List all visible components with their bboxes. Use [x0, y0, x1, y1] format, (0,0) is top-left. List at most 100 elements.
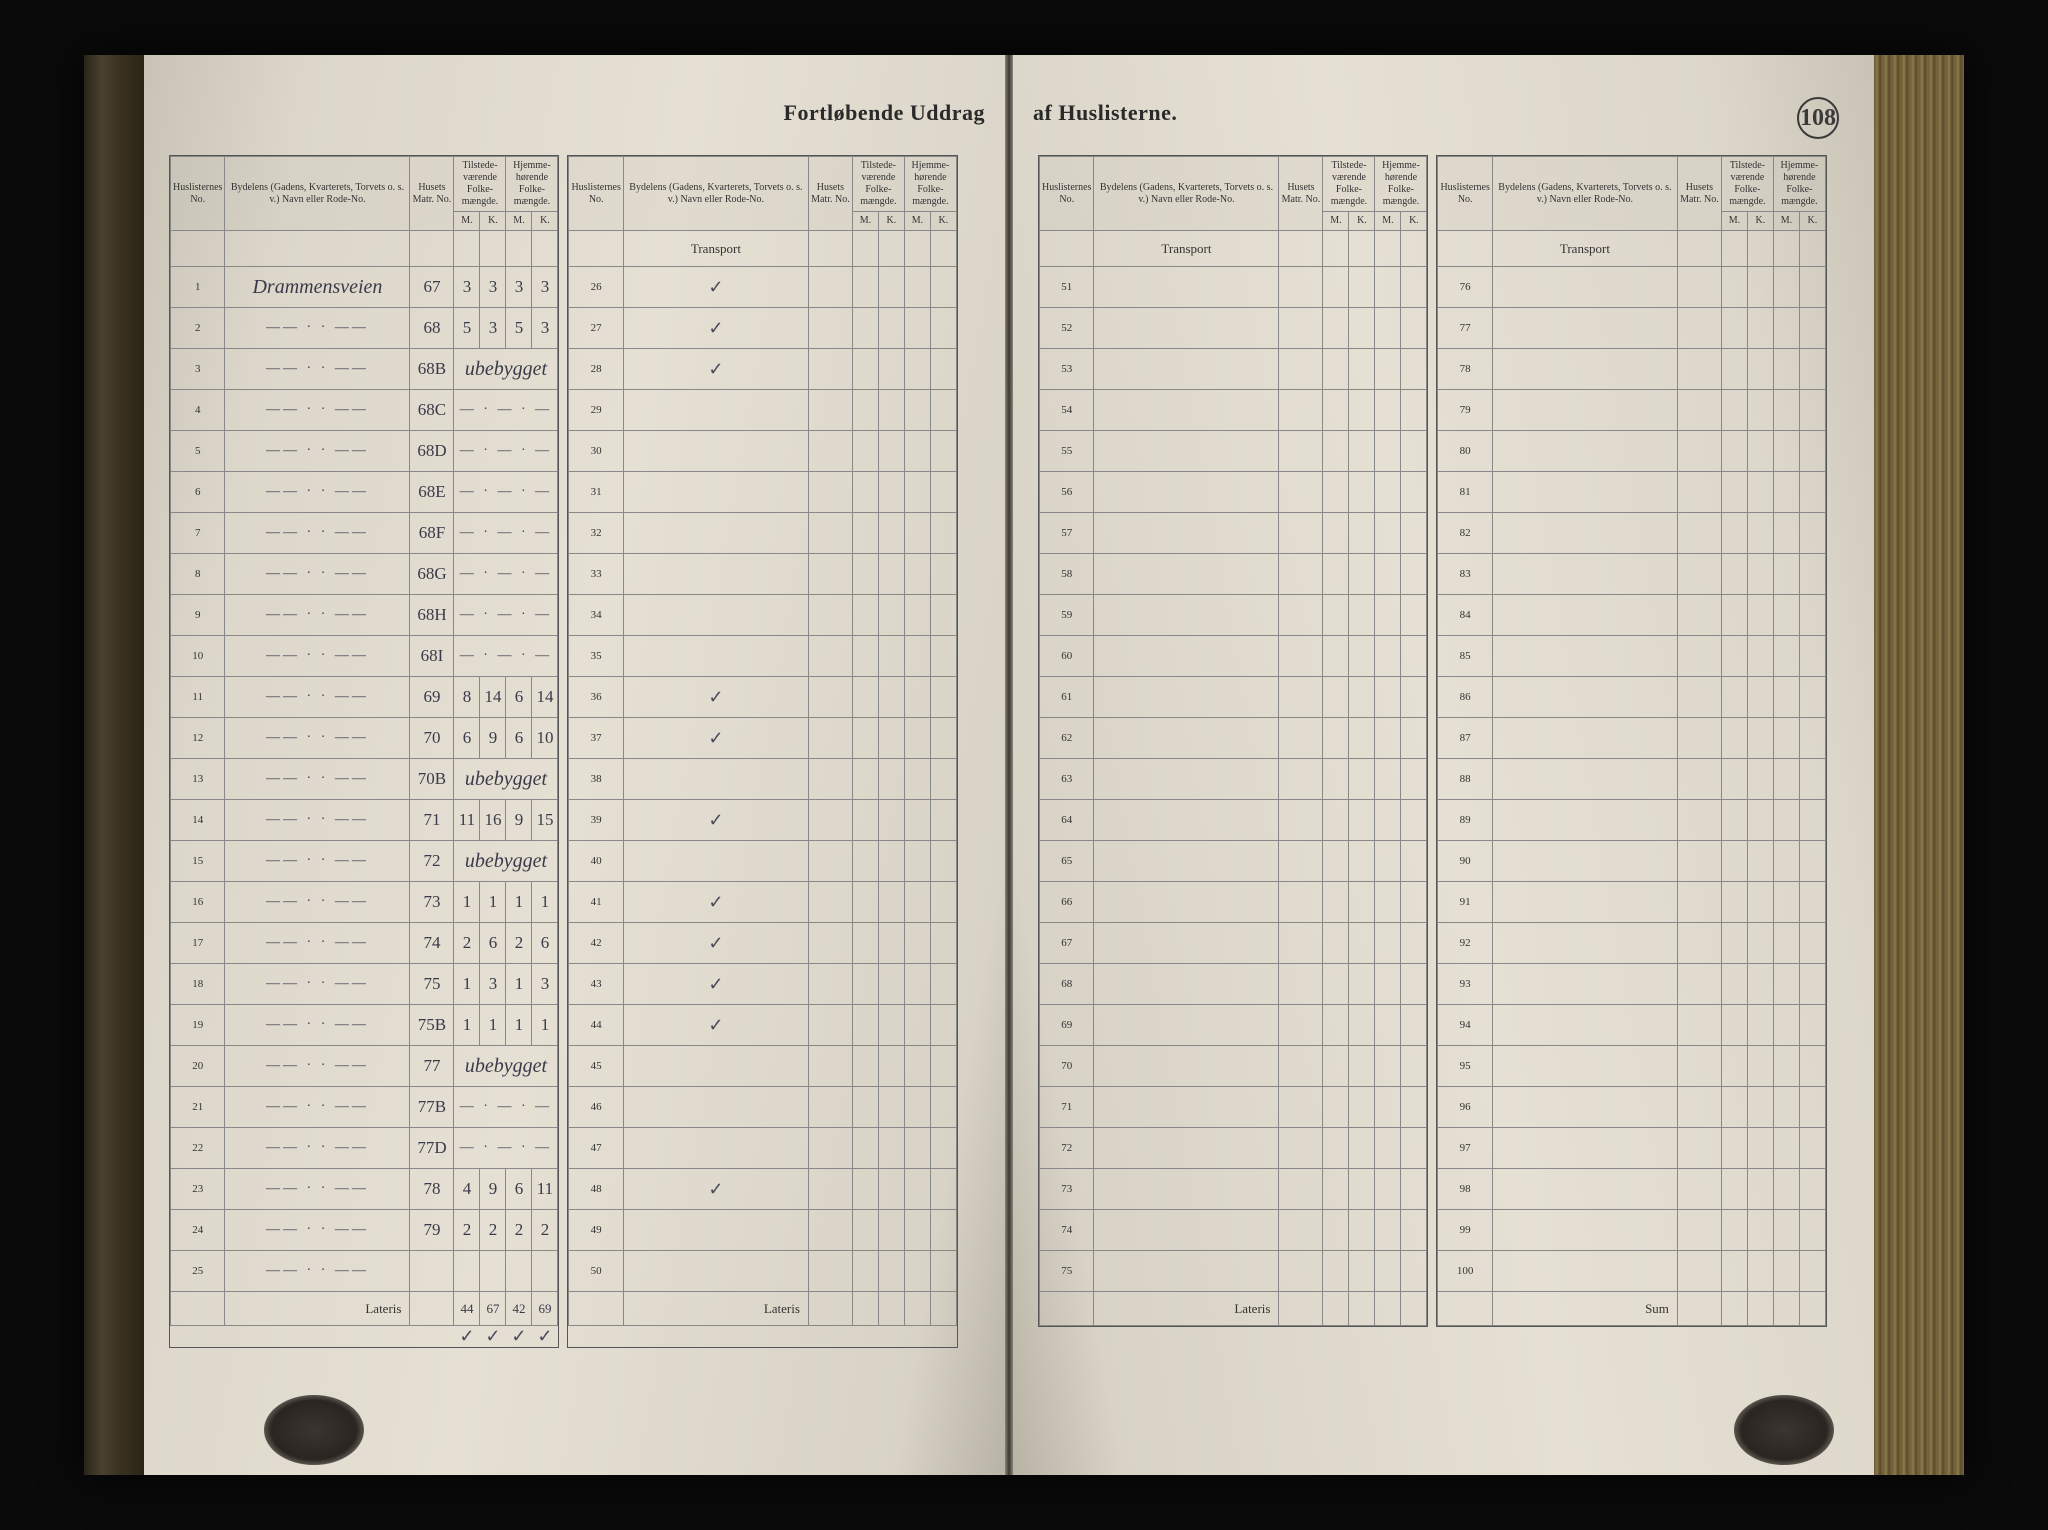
- cell-no: 79: [1438, 390, 1492, 431]
- cell-name: —— · · ——: [225, 636, 410, 677]
- cell: [1799, 513, 1825, 554]
- cell-name: [623, 1210, 808, 1251]
- cell-tm: 4: [454, 1169, 480, 1210]
- lateris-row: Lateris 44 67 42 69: [171, 1292, 558, 1326]
- cell-name: —— · · ——: [225, 1128, 410, 1169]
- table-row: 64: [1040, 800, 1427, 841]
- cell-dashes: — · — · —: [454, 390, 558, 431]
- table-row: 59: [1040, 595, 1427, 636]
- cell: [1721, 513, 1747, 554]
- cell-tm: 2: [454, 1210, 480, 1251]
- cell-name: [1094, 595, 1279, 636]
- cell: [878, 718, 904, 759]
- cell-no: 86: [1438, 677, 1492, 718]
- cell-name: [1094, 1210, 1279, 1251]
- table-row: 19—— · · ——75B1111: [171, 1005, 558, 1046]
- page-title-left: Fortløbende Uddrag: [124, 100, 985, 126]
- cell: [852, 1046, 878, 1087]
- cell-name: [1492, 759, 1677, 800]
- cell: [930, 390, 956, 431]
- cell: [852, 1128, 878, 1169]
- cell-no: 58: [1040, 554, 1094, 595]
- cell-no: 35: [569, 636, 623, 677]
- cell-name: [1094, 513, 1279, 554]
- cell-name: —— · · ——: [225, 677, 410, 718]
- cell: [1401, 472, 1427, 513]
- cell: [852, 1251, 878, 1292]
- cell-matr: [1279, 472, 1323, 513]
- cell: [1323, 472, 1349, 513]
- cell-matr: [808, 882, 852, 923]
- cell: [878, 513, 904, 554]
- cell-matr: [808, 1005, 852, 1046]
- cell-matr: [1677, 1128, 1721, 1169]
- cell-hm: 1: [506, 1005, 532, 1046]
- cell: [904, 964, 930, 1005]
- table-row: 62: [1040, 718, 1427, 759]
- cell-name: [1094, 554, 1279, 595]
- table-row: 11—— · · ——69814614: [171, 677, 558, 718]
- table-row: 10—— · · ——68I— · — · —: [171, 636, 558, 677]
- cell-no: 59: [1040, 595, 1094, 636]
- cell-name: —— · · ——: [225, 718, 410, 759]
- cell: [930, 349, 956, 390]
- cell-no: 36: [569, 677, 623, 718]
- cell-no: 16: [171, 882, 225, 923]
- table-row: 17—— · · ——742626: [171, 923, 558, 964]
- cell: [1747, 718, 1773, 759]
- table-row: 80: [1438, 431, 1825, 472]
- cell-matr: [1279, 1046, 1323, 1087]
- cell: [1349, 1005, 1375, 1046]
- cell-matr: [1279, 267, 1323, 308]
- cell: [1773, 349, 1799, 390]
- cell: [1773, 1251, 1799, 1292]
- cell: [1747, 472, 1773, 513]
- cell-matr: [1677, 431, 1721, 472]
- cell: [852, 267, 878, 308]
- cell-matr: [1677, 1087, 1721, 1128]
- cell-hm: 1: [506, 964, 532, 1005]
- cell: [1349, 677, 1375, 718]
- cell: [852, 882, 878, 923]
- cell: [1349, 554, 1375, 595]
- cell: [1323, 923, 1349, 964]
- cell-no: 11: [171, 677, 225, 718]
- cell-matr: [1279, 554, 1323, 595]
- cell-no: 32: [569, 513, 623, 554]
- table-row: 43✓: [569, 964, 956, 1005]
- cell: [1773, 308, 1799, 349]
- table-row: 34: [569, 595, 956, 636]
- cell-matr: [808, 308, 852, 349]
- cell: [1721, 636, 1747, 677]
- cell: [1349, 308, 1375, 349]
- cell: [1747, 1251, 1773, 1292]
- cell: [1323, 1210, 1349, 1251]
- cell: [1349, 636, 1375, 677]
- table-row: 95: [1438, 1046, 1825, 1087]
- cell-tm: 8: [454, 677, 480, 718]
- cell: [930, 308, 956, 349]
- cell: [1773, 1005, 1799, 1046]
- ledger-block-3: Huslisternes No. Bydelens (Gadens, Kvart…: [1038, 155, 1428, 1327]
- cell: [1375, 1251, 1401, 1292]
- table-row: 55: [1040, 431, 1427, 472]
- cell: [1773, 554, 1799, 595]
- cell-name: [1094, 800, 1279, 841]
- table-row: 90: [1438, 841, 1825, 882]
- cell-matr: [808, 677, 852, 718]
- cell-tm: 5: [454, 308, 480, 349]
- cell: [852, 554, 878, 595]
- table-row: 3—— · · ——68Bubebygget: [171, 349, 558, 390]
- cell: [1323, 1087, 1349, 1128]
- cell-name: —— · · ——: [225, 349, 410, 390]
- cell: [1401, 1087, 1427, 1128]
- cell-hk: 3: [532, 964, 558, 1005]
- cell-matr: [808, 841, 852, 882]
- cell: [1375, 800, 1401, 841]
- cell-no: 3: [171, 349, 225, 390]
- cell: [1375, 1046, 1401, 1087]
- cell: [930, 636, 956, 677]
- cell-no: 65: [1040, 841, 1094, 882]
- cell: [1799, 718, 1825, 759]
- cell: [1323, 964, 1349, 1005]
